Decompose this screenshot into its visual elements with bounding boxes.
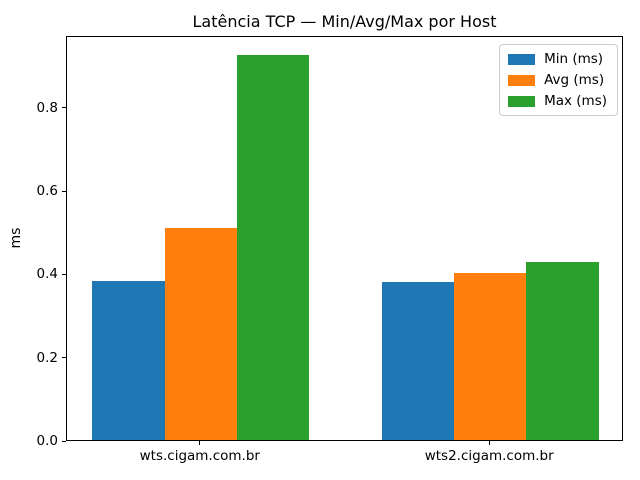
x-tick-mark <box>199 441 201 445</box>
y-tick-mark <box>61 273 66 275</box>
y-tick-label: 0.8 <box>36 99 58 116</box>
legend-swatch-max-icon <box>508 95 536 107</box>
y-tick-mark <box>61 190 66 192</box>
y-tick-mark <box>61 107 66 109</box>
x-tick-label-1: wts2.cigam.com.br <box>424 448 554 464</box>
bar-max-1 <box>526 261 599 440</box>
legend-label-max: Max (ms) <box>544 93 607 109</box>
bar-avg-0 <box>164 227 237 440</box>
legend-swatch-avg-icon <box>508 74 536 86</box>
legend-label-min: Min (ms) <box>544 51 604 67</box>
legend: Min (ms) Avg (ms) Max (ms) <box>499 44 618 116</box>
bar-max-0 <box>237 55 310 440</box>
y-tick-mark <box>61 357 66 359</box>
y-tick-mark <box>61 440 66 442</box>
y-tick-label: 0.4 <box>36 266 58 283</box>
y-tick-label: 0.6 <box>36 183 58 199</box>
legend-item-min: Min (ms) <box>508 51 607 67</box>
legend-swatch-min-icon <box>508 53 536 65</box>
y-tick-label: 0.2 <box>36 349 58 366</box>
legend-item-max: Max (ms) <box>508 93 607 109</box>
x-tick-mark <box>488 441 490 445</box>
bar-min-0 <box>92 280 165 440</box>
y-tick-label: 0.0 <box>36 433 58 449</box>
legend-item-avg: Avg (ms) <box>508 72 607 88</box>
plot-area: Min (ms) Avg (ms) Max (ms) <box>66 36 623 441</box>
legend-label-avg: Avg (ms) <box>544 72 605 88</box>
bar-avg-1 <box>454 272 527 440</box>
y-axis-label: ms <box>8 227 24 249</box>
bar-min-1 <box>381 281 454 440</box>
chart-title: Latência TCP — Min/Avg/Max por Host <box>192 12 497 31</box>
x-tick-label-0: wts.cigam.com.br <box>139 448 260 464</box>
